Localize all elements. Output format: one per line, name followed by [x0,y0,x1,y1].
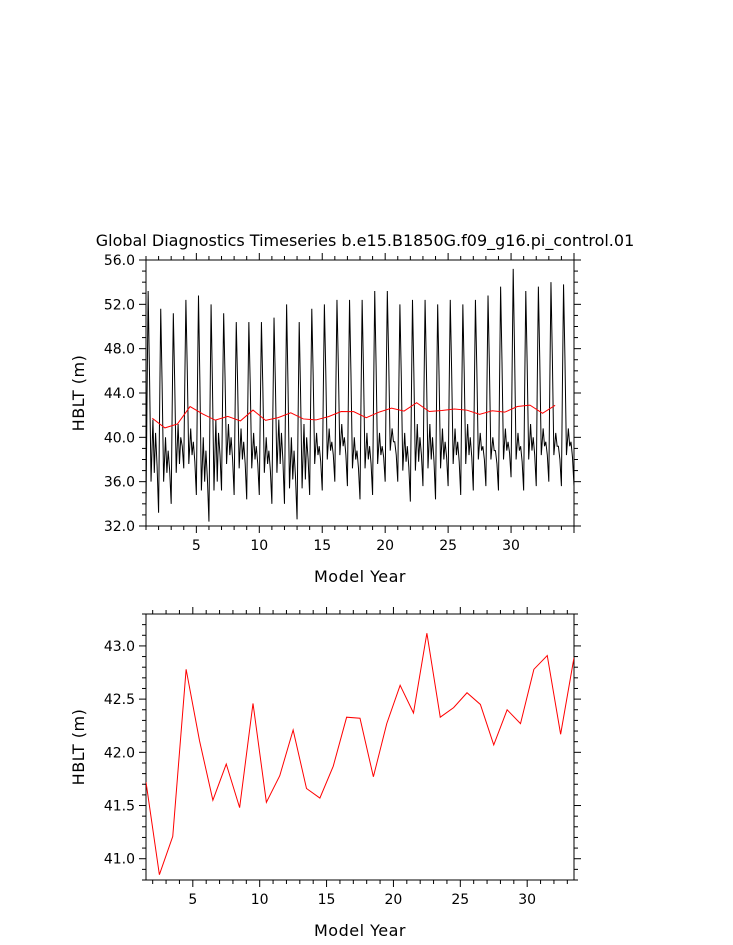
annual-mean-series-line [151,402,556,429]
y-tick-label: 32.0 [104,519,135,535]
x-tick-label: 25 [439,538,457,554]
x-tick-label: 20 [385,892,403,908]
x-tick-label: 30 [518,892,536,908]
x-axis-label: Model Year [314,567,406,586]
top-panel: 5 10 15 20 25 30 32.0 36.0 40.0 44.0 48.0 52.0 56.0 M… [69,253,581,586]
y-tick-label: 36.0 [104,475,135,491]
x-tick-label: 5 [192,538,201,554]
y-tick-label: 42.0 [104,745,135,761]
x-tick-label: 5 [188,892,197,908]
y-tick-label: 52.0 [104,297,135,313]
x-tick-label: 20 [376,538,394,554]
annual-mean-series-line [146,633,574,875]
y-tick-label: 43.0 [104,639,135,655]
x-axis-label: Model Year [314,921,406,940]
y-tick-label: 56.0 [104,253,135,269]
y-axis-label: HBLT (m) [69,355,88,432]
x-tick-label: 30 [502,538,520,554]
y-axis-label: HBLT (m) [69,709,88,786]
x-tick-label: 10 [251,892,269,908]
bottom-panel: 5 10 15 20 25 30 41.0 41.5 42.0 42.5 43.0 Model Yea… [69,607,581,940]
x-tick-label: 15 [313,538,331,554]
x-tick-label: 15 [318,892,336,908]
y-tick-label: 44.0 [104,386,135,402]
x-tick-label: 10 [250,538,268,554]
chart-title: Global Diagnostics Timeseries b.e15.B185… [96,231,635,251]
y-tick-label: 40.0 [104,430,135,446]
y-tick-label: 41.0 [104,852,135,868]
y-tick-label: 48.0 [104,342,135,358]
plot-frame [145,613,575,881]
monthly-series-line [146,268,574,522]
y-tick-label: 42.5 [104,692,135,708]
x-tick-label: 25 [451,892,469,908]
y-tick-label: 41.5 [104,799,135,815]
